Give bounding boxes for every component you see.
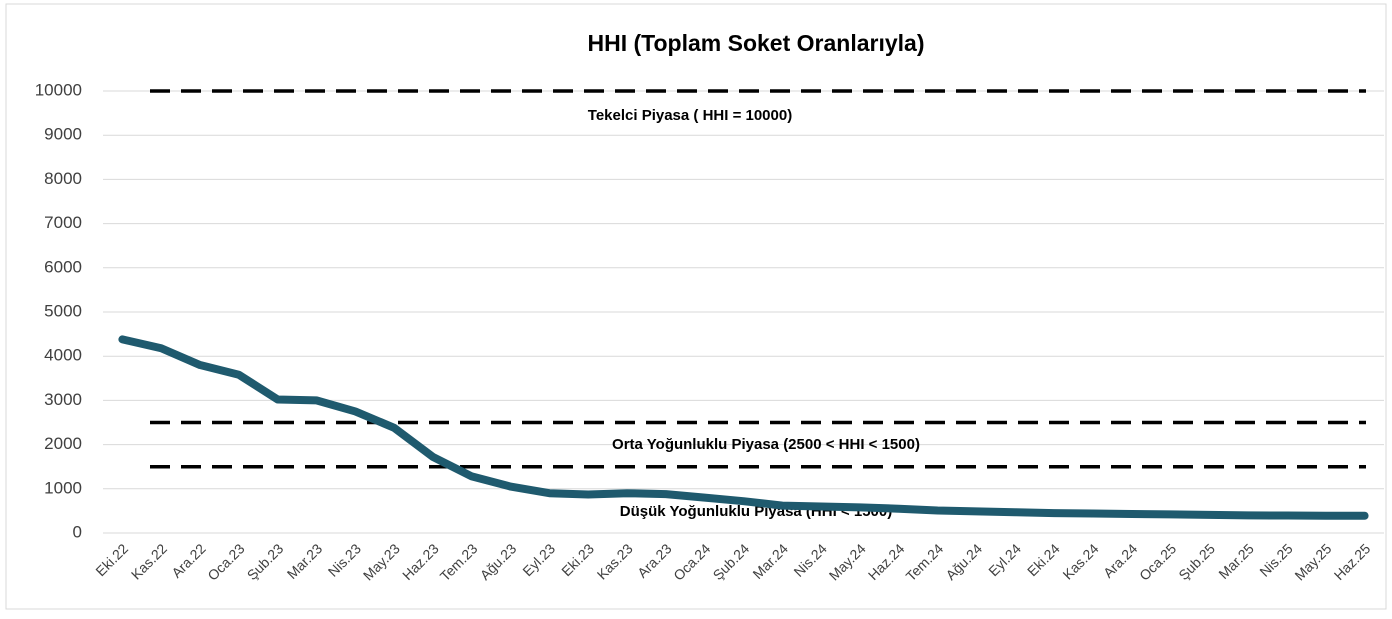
annotation: Orta Yoğunluklu Piyasa (2500 < HHI < 150… <box>612 436 920 453</box>
chart-title: HHI (Toplam Soket Oranlarıyla) <box>588 30 925 56</box>
y-tick-label: 2000 <box>44 434 82 453</box>
y-tick-label: 3000 <box>44 390 82 409</box>
y-tick-label: 9000 <box>44 125 82 144</box>
y-tick-label: 0 <box>73 522 82 541</box>
y-tick-label: 7000 <box>44 213 82 232</box>
y-tick-label: 4000 <box>44 346 82 365</box>
data-line <box>118 335 1369 520</box>
y-tick-label: 5000 <box>44 301 82 320</box>
y-tick-label: 8000 <box>44 169 82 188</box>
y-tick-label: 10000 <box>35 80 82 99</box>
annotation: Tekelci Piyasa ( HHI = 10000) <box>588 107 792 124</box>
y-tick-label: 1000 <box>44 478 82 497</box>
chart-frame <box>5 3 1387 610</box>
y-tick-label: 6000 <box>44 257 82 276</box>
